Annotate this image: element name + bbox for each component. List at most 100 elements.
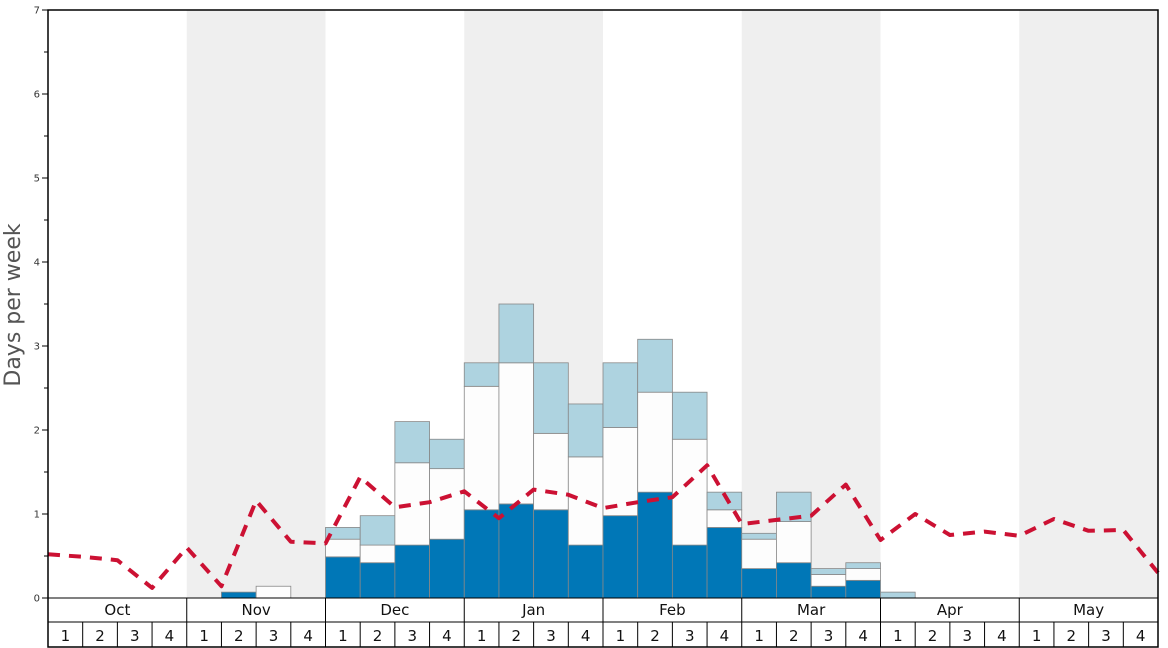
bar-feb-w2-segment-2 [637, 391, 673, 493]
week-label: 3 [407, 627, 417, 645]
bar-feb-w4-segment-3 [706, 491, 743, 511]
bar-jan-w2-segment-2 [498, 362, 535, 505]
bar-mar-w1-segment-3 [741, 532, 777, 540]
bar-mar-w1-segment-2 [741, 538, 777, 570]
week-label: 1 [754, 627, 764, 645]
bar-feb-w1-segment-2 [602, 427, 639, 517]
bar-nov-w2-segment-1 [221, 591, 257, 599]
week-label: 1 [1032, 627, 1042, 645]
bar-jan-w4-segment-2 [567, 456, 604, 546]
week-label: 3 [130, 627, 140, 645]
bar-jan-w4-segment-1 [567, 544, 604, 599]
y-tick-label: 6 [34, 90, 40, 101]
week-label: 4 [581, 627, 591, 645]
week-label: 2 [650, 627, 660, 645]
bar-feb-w2-segment-1 [637, 491, 673, 599]
bar-jan-w1-segment-1 [463, 509, 500, 599]
week-label: 3 [1101, 627, 1111, 645]
month-label-feb: Feb [659, 601, 686, 619]
bar-apr-w1-segment-3 [880, 591, 916, 599]
bar-feb-w3-segment-2 [671, 438, 708, 546]
y-axis-label: Days per week [1, 223, 26, 386]
bar-mar-w2-segment-3 [776, 491, 812, 522]
line-series [47, 463, 1160, 590]
bar-dec-w2-segment-2 [359, 544, 396, 564]
bar-mar-w2-segment-1 [776, 562, 812, 599]
week-label: 2 [1067, 627, 1077, 645]
bar-mar-w1-segment-1 [741, 568, 777, 599]
bar-jan-w2-segment-1 [498, 503, 535, 599]
month-label-nov: Nov [241, 601, 270, 619]
y-tick-label: 1 [34, 510, 40, 521]
week-label: 1 [199, 627, 209, 645]
bar-dec-w3-segment-1 [394, 544, 430, 599]
week-label: 3 [824, 627, 834, 645]
week-label: 2 [234, 627, 244, 645]
bar-feb-w3-segment-1 [671, 544, 708, 599]
bar-dec-w4-segment-2 [429, 468, 465, 540]
bar-dec-w3-segment-3 [394, 421, 430, 464]
bar-dec-w4-segment-3 [429, 438, 465, 470]
week-label: 2 [373, 627, 383, 645]
month-label-jan: Jan [521, 601, 545, 619]
month-label-apr: Apr [937, 601, 964, 619]
bar-jan-w2-segment-3 [498, 303, 535, 364]
week-label: 2 [512, 627, 522, 645]
x-axis: Oct Nov Dec Jan Feb Mar Apr May 1 2 3 4 1 2 3 4 1 2 3 4 1 2 3 4… [61, 601, 1146, 645]
week-label: 3 [685, 627, 695, 645]
week-label: 1 [616, 627, 626, 645]
y-tick-label: 5 [34, 174, 40, 185]
bar-mar-w2-segment-2 [776, 521, 812, 564]
y-tick-label: 0 [34, 594, 40, 605]
month-label-oct: Oct [104, 601, 130, 619]
bar-jan-w3-segment-1 [533, 509, 569, 599]
bar-feb-w1-segment-3 [602, 362, 639, 428]
month-label-dec: Dec [380, 601, 409, 619]
week-label: 2 [928, 627, 938, 645]
week-label: 2 [789, 627, 799, 645]
week-label: 1 [61, 627, 71, 645]
y-tick-label: 3 [34, 342, 40, 353]
month-label-mar: Mar [797, 601, 826, 619]
week-label: 4 [442, 627, 452, 645]
bar-dec-w1-segment-1 [325, 556, 361, 599]
bar-dec-w1-segment-2 [325, 538, 361, 558]
bar-mar-w4-segment-2 [845, 568, 881, 581]
week-label: 4 [1136, 627, 1146, 645]
bar-feb-w1-segment-1 [602, 515, 639, 599]
bar-feb-w2-segment-3 [637, 338, 673, 393]
week-label: 2 [95, 627, 105, 645]
bar-jan-w1-segment-3 [463, 362, 500, 387]
bar-dec-w2-segment-1 [359, 562, 396, 599]
y-axis: 0 1 2 3 4 5 6 7 [34, 6, 48, 605]
bar-mar-w3-segment-1 [810, 585, 847, 599]
bar-jan-w1-segment-2 [463, 385, 500, 511]
week-label: 4 [720, 627, 730, 645]
bar-mar-w4-segment-1 [845, 579, 881, 599]
bars [221, 303, 916, 599]
y-tick-label: 4 [34, 258, 40, 269]
y-tick-label: 2 [34, 426, 40, 437]
week-label: 1 [477, 627, 487, 645]
week-label: 4 [858, 627, 868, 645]
week-label: 4 [303, 627, 313, 645]
week-label: 3 [269, 627, 279, 645]
bar-jan-w4-segment-3 [567, 403, 604, 458]
frame [47, 9, 1159, 648]
month-shade-nov [186, 10, 326, 598]
week-label: 4 [997, 627, 1007, 645]
week-label: 1 [338, 627, 348, 645]
bar-mar-w3-segment-2 [810, 574, 847, 587]
bar-feb-w3-segment-3 [671, 391, 708, 440]
bar-dec-w2-segment-3 [359, 515, 396, 546]
bar-nov-w3-segment-2 [255, 585, 292, 599]
week-label: 3 [546, 627, 556, 645]
week-label: 4 [165, 627, 175, 645]
bar-dec-w4-segment-1 [429, 538, 465, 599]
week-label: 1 [893, 627, 903, 645]
week-label: 3 [962, 627, 972, 645]
bar-feb-w4-segment-1 [706, 527, 743, 599]
month-label-may: May [1073, 601, 1104, 619]
